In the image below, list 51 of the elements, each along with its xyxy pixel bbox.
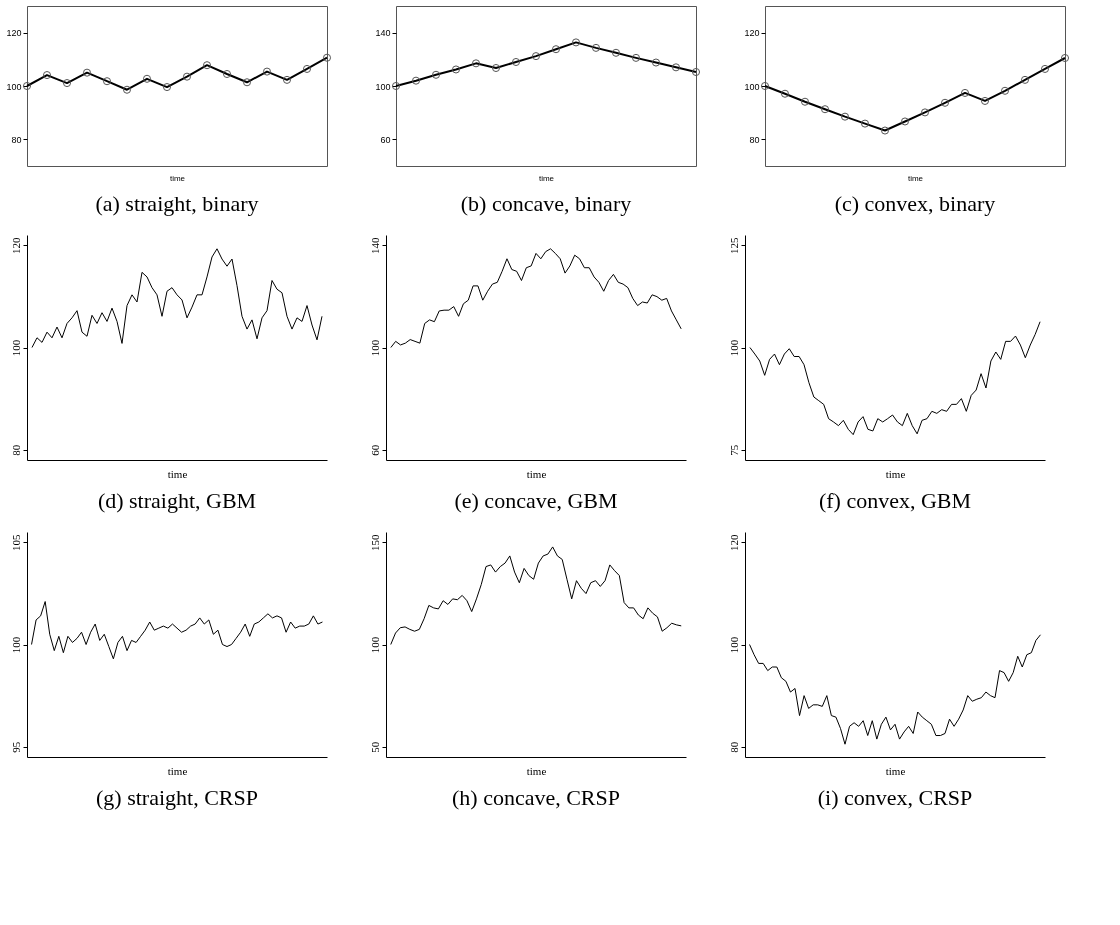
x-axis-title: time xyxy=(885,467,906,480)
line-series xyxy=(31,248,323,348)
line-series xyxy=(390,546,682,645)
text: (b) concave, binary xyxy=(460,191,632,216)
line-series xyxy=(749,634,1041,745)
text: (i) convex, CRSP xyxy=(817,785,973,810)
text: (a) straight, binary xyxy=(95,191,259,216)
line-series xyxy=(749,321,1041,436)
x-axis-title: time xyxy=(538,173,555,183)
x-axis-title: time xyxy=(526,764,547,777)
y-tick-label: 100 xyxy=(9,636,22,654)
y-tick-label: 80 xyxy=(9,444,22,456)
text: (e) concave, GBM xyxy=(454,488,618,513)
x-axis-title: time xyxy=(907,173,924,183)
y-tick-label: 105 xyxy=(9,533,22,551)
y-tick-label: 100 xyxy=(9,339,22,357)
y-tick-label: 120 xyxy=(744,28,760,39)
y-tick-label: 150 xyxy=(368,533,381,551)
y-tick-label: 80 xyxy=(11,134,22,145)
y-tick-label: 60 xyxy=(380,134,391,145)
y-tick-label: 100 xyxy=(368,339,381,357)
y-tick-label: 80 xyxy=(749,134,760,145)
y-tick-label: 120 xyxy=(6,28,22,39)
y-tick-label: 120 xyxy=(727,533,740,551)
y-tick-label: 50 xyxy=(368,741,381,753)
y-tick-label: 100 xyxy=(6,81,22,92)
y-tick-label: 100 xyxy=(375,81,391,92)
y-tick-label: 140 xyxy=(375,28,391,39)
y-tick-label: 120 xyxy=(9,236,22,254)
y-tick-label: 140 xyxy=(368,236,381,254)
text: (h) concave, CRSP xyxy=(451,785,621,810)
x-axis-title: time xyxy=(169,173,186,183)
y-tick-label: 95 xyxy=(9,741,22,753)
y-tick-label: 75 xyxy=(727,444,740,456)
y-tick-label: 100 xyxy=(744,81,760,92)
y-tick-label: 125 xyxy=(727,236,740,254)
line-series xyxy=(390,248,682,348)
line-series xyxy=(31,601,323,660)
text: (c) convex, binary xyxy=(834,191,996,216)
y-tick-label: 100 xyxy=(368,636,381,654)
y-tick-label: 100 xyxy=(727,339,740,357)
text: (d) straight, GBM xyxy=(97,488,257,513)
y-tick-label: 80 xyxy=(727,741,740,753)
x-axis-title: time xyxy=(167,467,188,480)
x-axis-title: time xyxy=(885,764,906,777)
x-axis-title: time xyxy=(167,764,188,777)
y-tick-label: 60 xyxy=(368,444,381,456)
y-tick-label: 100 xyxy=(727,636,740,654)
text: (f) convex, GBM xyxy=(818,488,972,513)
x-axis-title: time xyxy=(526,467,547,480)
text: (g) straight, CRSP xyxy=(96,785,258,810)
